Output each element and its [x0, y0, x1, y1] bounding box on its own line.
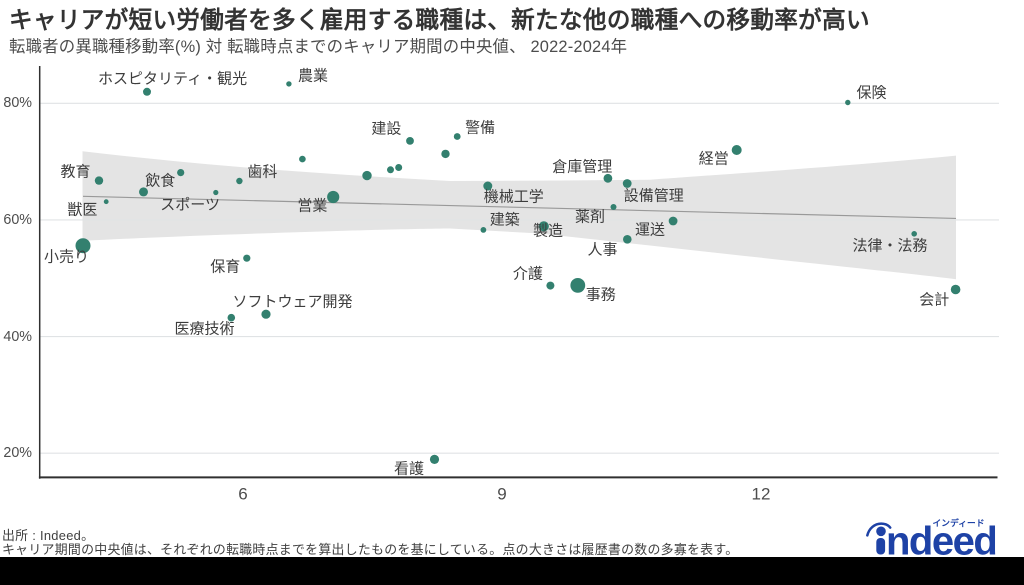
svg-text:インディード: インディード	[933, 517, 985, 528]
svg-text:ndeed: ndeed	[886, 520, 996, 560]
